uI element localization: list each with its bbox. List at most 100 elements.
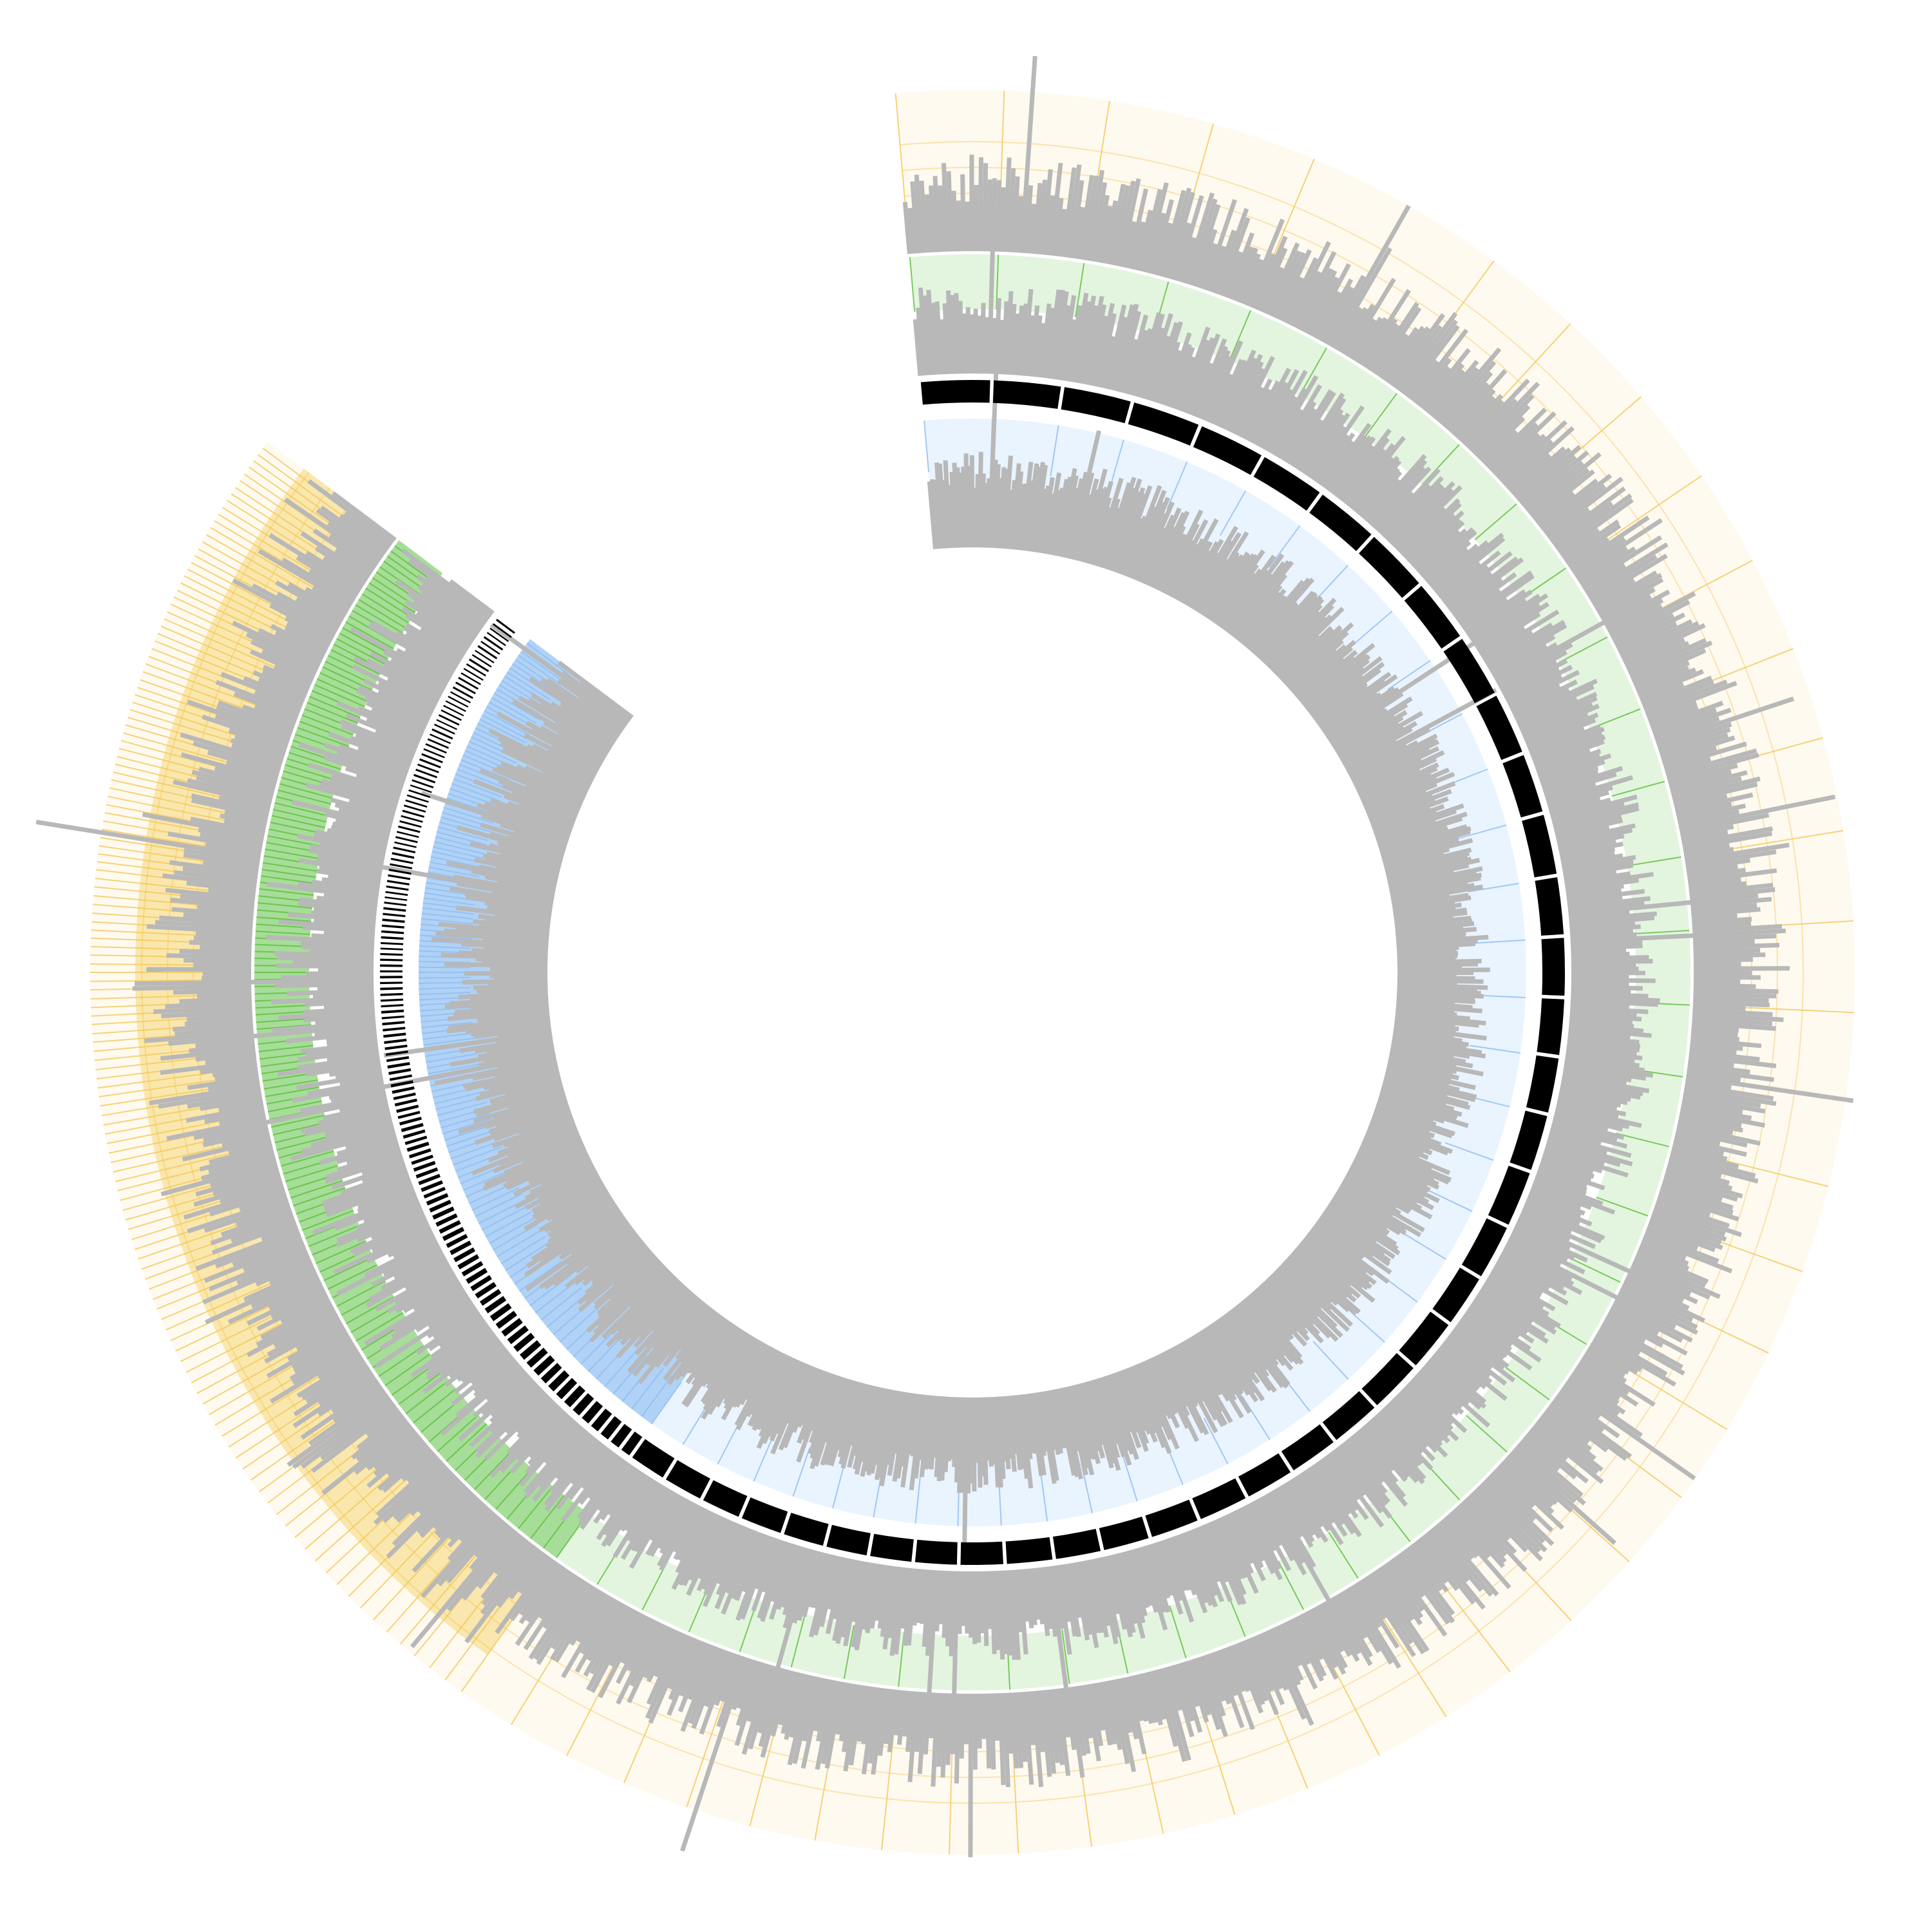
histogram-bar bbox=[363, 678, 434, 715]
histogram-bar bbox=[1566, 1050, 1635, 1064]
histogram-bar bbox=[1182, 192, 1215, 284]
histogram-bar bbox=[1687, 867, 1746, 880]
histogram-bar bbox=[365, 1408, 401, 1437]
histogram-bar bbox=[1176, 1343, 1226, 1428]
histogram-bar bbox=[1068, 180, 1084, 259]
histogram-bar bbox=[1236, 1302, 1294, 1371]
histogram-bar bbox=[293, 1336, 352, 1374]
histogram-bar bbox=[739, 1346, 774, 1406]
histogram-bar bbox=[589, 1605, 630, 1675]
histogram-bar bbox=[1414, 1374, 1460, 1416]
histogram-bar bbox=[1223, 1514, 1255, 1575]
histogram-bar bbox=[1096, 1682, 1113, 1746]
histogram-bar bbox=[184, 848, 260, 865]
histogram-bar bbox=[1430, 1355, 1487, 1404]
histogram-bar bbox=[998, 1396, 1008, 1462]
histogram-bar bbox=[659, 1499, 692, 1555]
histogram-bar bbox=[1542, 1411, 1592, 1452]
histogram-bar bbox=[355, 1200, 421, 1231]
histogram-bar bbox=[186, 880, 256, 893]
scaffold-divider bbox=[1242, 1396, 1271, 1441]
histogram-bar bbox=[1567, 1039, 1640, 1053]
histogram-bar bbox=[1393, 902, 1462, 916]
histogram-bar bbox=[1100, 482, 1132, 569]
scaffold-segment bbox=[380, 964, 403, 967]
histogram-bar bbox=[222, 1132, 270, 1148]
histogram-bar bbox=[180, 894, 255, 906]
histogram-bar bbox=[478, 988, 548, 996]
histogram-bar bbox=[1202, 199, 1237, 290]
histogram-bar bbox=[555, 1434, 594, 1480]
scaffold-divider bbox=[505, 1242, 550, 1271]
histogram-bar bbox=[1571, 948, 1627, 955]
histogram-bar bbox=[1357, 1148, 1440, 1190]
histogram-bar bbox=[1394, 907, 1467, 922]
histogram-bar bbox=[1003, 1570, 1013, 1656]
histogram-bar bbox=[1368, 1572, 1426, 1654]
histogram-bar bbox=[357, 1209, 424, 1242]
histogram-bar bbox=[1051, 1689, 1065, 1765]
histogram-bar bbox=[835, 1682, 849, 1735]
histogram-bar bbox=[1150, 1356, 1179, 1414]
histogram-bar bbox=[906, 1568, 918, 1646]
scaffold-divider bbox=[358, 599, 406, 629]
histogram-bar bbox=[1274, 607, 1345, 676]
histogram-bar bbox=[506, 1401, 558, 1455]
histogram-bar bbox=[392, 1235, 436, 1259]
histogram-bar bbox=[499, 1131, 580, 1168]
histogram-bar bbox=[1343, 1439, 1388, 1494]
histogram-bar bbox=[1552, 802, 1640, 829]
histogram-bar bbox=[1662, 1179, 1723, 1202]
histogram-bar bbox=[1397, 987, 1481, 996]
histogram-bar bbox=[758, 1358, 798, 1437]
histogram-bar bbox=[1136, 313, 1165, 398]
histogram-bar bbox=[1147, 1358, 1177, 1416]
histogram-bar bbox=[1045, 489, 1061, 555]
histogram-bar bbox=[504, 1077, 562, 1097]
histogram-bar bbox=[1353, 747, 1431, 788]
histogram-bar bbox=[1217, 1317, 1273, 1392]
histogram-bar bbox=[1675, 792, 1754, 815]
histogram-bar bbox=[1452, 388, 1496, 437]
histogram-bar bbox=[354, 1425, 414, 1475]
histogram-bar bbox=[538, 1171, 599, 1206]
histogram-bar bbox=[459, 1034, 553, 1054]
histogram-bar bbox=[281, 974, 374, 980]
histogram-bar bbox=[350, 627, 450, 685]
histogram-bar bbox=[1571, 963, 1636, 969]
histogram-bar bbox=[516, 1399, 556, 1439]
histogram-bar bbox=[1426, 547, 1469, 585]
histogram-bar bbox=[482, 937, 549, 947]
histogram-bar bbox=[1236, 1642, 1265, 1705]
histogram-bar bbox=[1159, 509, 1204, 593]
histogram-bar bbox=[1643, 679, 1714, 712]
histogram-bar bbox=[1412, 520, 1465, 569]
histogram-bar bbox=[1568, 1025, 1652, 1038]
histogram-bar bbox=[491, 1115, 574, 1149]
histogram-bar bbox=[1133, 1674, 1149, 1722]
histogram-bar bbox=[243, 1243, 306, 1273]
histogram-bar bbox=[1477, 612, 1541, 655]
histogram-bar bbox=[1032, 1392, 1046, 1457]
histogram-bar bbox=[1395, 921, 1475, 934]
histogram-bar bbox=[448, 1501, 486, 1540]
histogram-bar bbox=[1373, 1110, 1430, 1134]
histogram-bar bbox=[746, 1663, 768, 1722]
histogram-bar bbox=[1419, 1535, 1476, 1605]
histogram-bar bbox=[1290, 270, 1322, 327]
histogram-bar bbox=[328, 1064, 382, 1077]
histogram-bar bbox=[500, 741, 592, 789]
scaffold-divider bbox=[368, 582, 416, 614]
histogram-bar bbox=[1265, 610, 1321, 668]
histogram-bar bbox=[1154, 222, 1173, 276]
histogram-bar bbox=[1419, 527, 1475, 577]
histogram-bar bbox=[1385, 482, 1443, 542]
histogram-bar bbox=[1128, 489, 1167, 579]
histogram-bar bbox=[366, 1428, 417, 1471]
histogram-bar bbox=[1693, 952, 1766, 959]
scaffold-divider bbox=[423, 897, 475, 906]
histogram-bar bbox=[1667, 752, 1759, 782]
histogram-bar bbox=[1529, 1189, 1586, 1216]
histogram-bar bbox=[1634, 1253, 1707, 1288]
histogram-bar bbox=[315, 829, 388, 849]
